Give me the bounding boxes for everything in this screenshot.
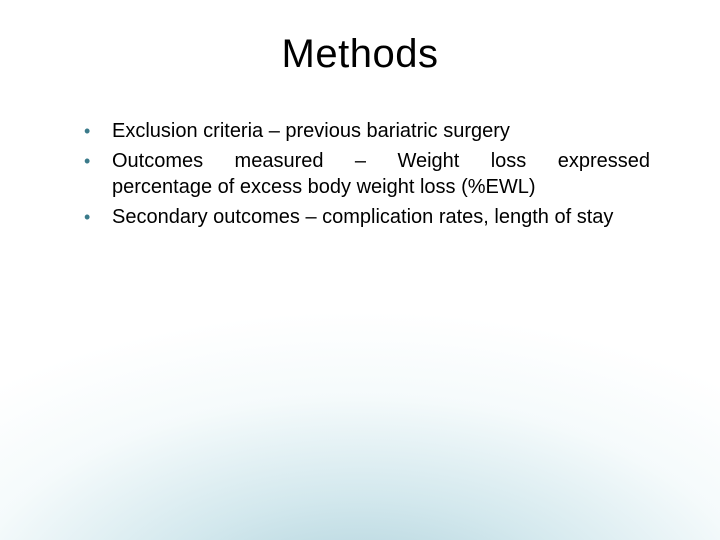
slide-title: Methods (0, 32, 720, 77)
bullet-text-line2: percentage of excess body weight loss (%… (112, 174, 650, 200)
bullet-text: Outcomes measured – Weight loss expresse… (112, 148, 650, 200)
slide: Methods • Exclusion criteria – previous … (0, 0, 720, 540)
list-item: • Secondary outcomes – complication rate… (78, 204, 650, 230)
bullet-icon: • (78, 118, 112, 144)
list-item: • Exclusion criteria – previous bariatri… (78, 118, 650, 144)
list-item: • Outcomes measured – Weight loss expres… (78, 148, 650, 200)
bullet-text-line1: Outcomes measured – Weight loss expresse… (112, 148, 650, 174)
bullet-text: Secondary outcomes – complication rates,… (112, 204, 650, 230)
bullet-text: Exclusion criteria – previous bariatric … (112, 118, 650, 144)
bullet-icon: • (78, 204, 112, 230)
slide-body: • Exclusion criteria – previous bariatri… (78, 118, 650, 234)
bullet-icon: • (78, 148, 112, 174)
